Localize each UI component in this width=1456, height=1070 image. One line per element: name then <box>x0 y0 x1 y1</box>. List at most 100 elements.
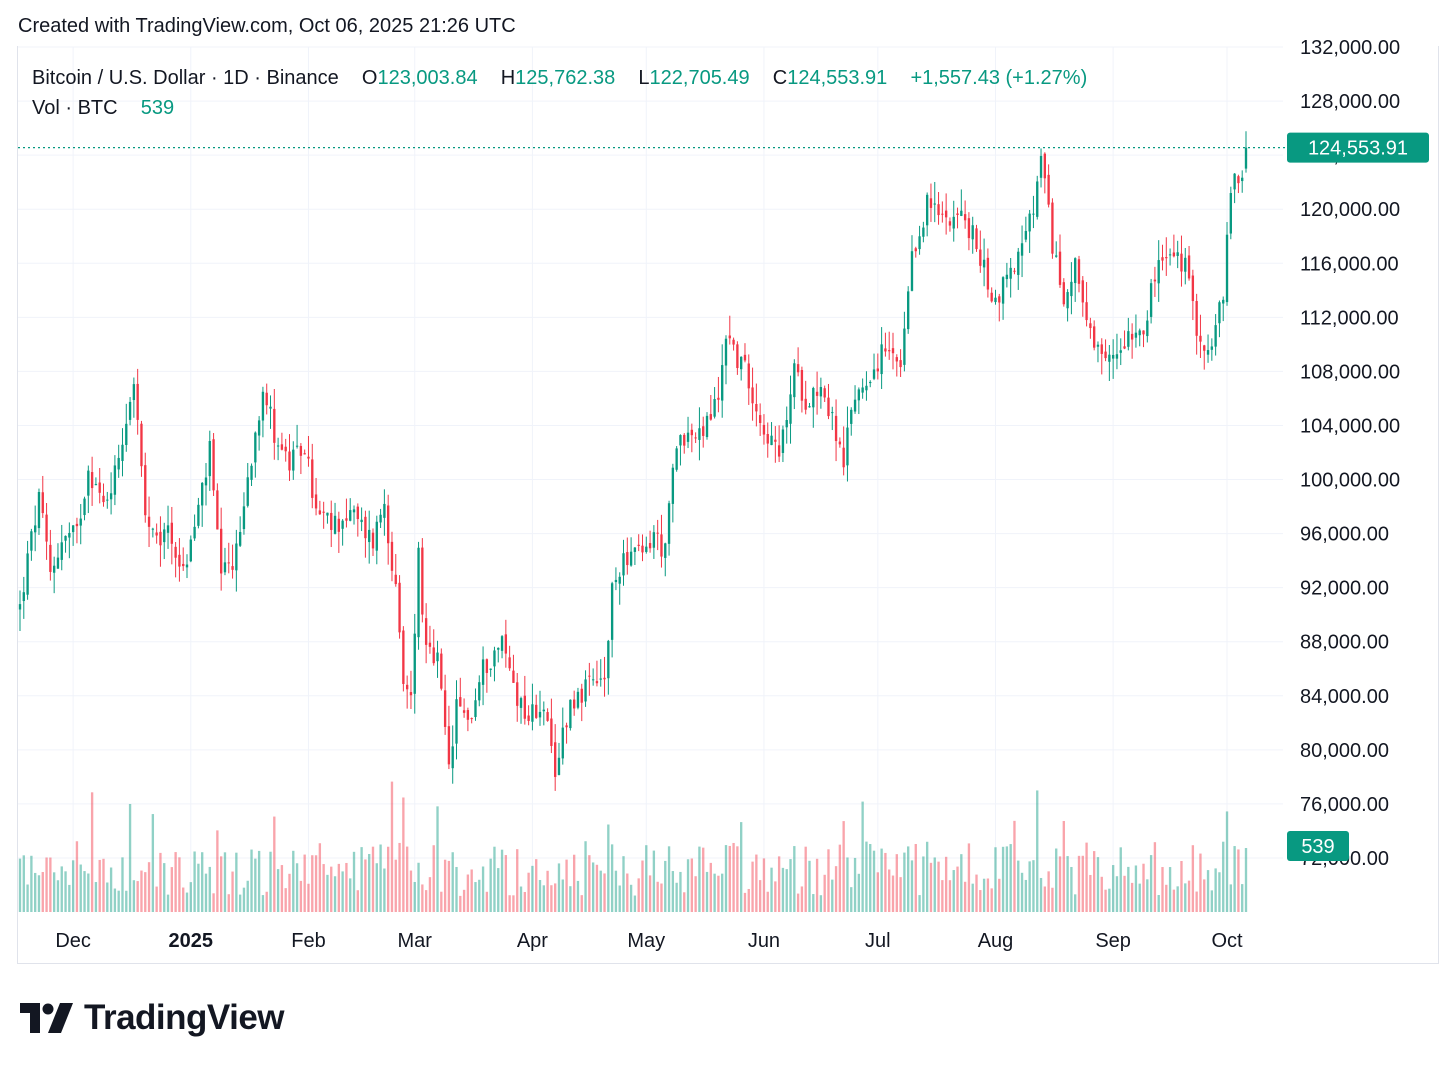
candle-body <box>535 704 538 718</box>
volume-bar <box>865 841 868 912</box>
volume-bar <box>1199 853 1202 912</box>
volume-bar <box>1172 889 1176 912</box>
volume-bar <box>740 822 743 912</box>
candle-body <box>276 445 280 447</box>
volume-bar <box>1089 874 1092 912</box>
candle-body <box>318 510 322 515</box>
candle-body <box>512 670 515 683</box>
price-tick-label: 120,000.00 <box>1300 199 1400 221</box>
time-tick-label: Mar <box>398 930 433 952</box>
volume-bar <box>557 863 561 912</box>
candle-body <box>204 477 208 486</box>
chart-legend: Bitcoin / U.S. Dollar · 1D · Binance O12… <box>32 63 1087 123</box>
volume-bar <box>941 880 944 912</box>
volume-bar <box>1229 884 1232 912</box>
volume-value: 539 <box>140 97 175 119</box>
volume-bar <box>1108 888 1111 912</box>
candle-body <box>872 369 876 379</box>
candle-body <box>436 652 439 662</box>
candle-body <box>793 363 796 398</box>
candle-body <box>360 519 363 523</box>
volume-bar <box>527 872 530 912</box>
candle-body <box>197 504 200 526</box>
volume-bar <box>899 877 902 912</box>
price-axis[interactable]: 72,000.0076,000.0080,000.0084,000.0088,0… <box>1300 37 1400 870</box>
volume-bar <box>929 862 933 912</box>
volume-bar <box>846 857 849 912</box>
candle-body <box>1206 350 1210 355</box>
volume-bar <box>235 852 238 912</box>
candle-body <box>451 746 454 769</box>
candle-body <box>876 368 879 372</box>
volume-bar <box>872 850 876 912</box>
candle-body <box>941 213 944 215</box>
volume-bar <box>838 844 842 912</box>
candle-body <box>106 499 109 501</box>
volume-bar <box>952 870 955 912</box>
volume-bars <box>18 781 1248 912</box>
volume-bar <box>698 846 701 912</box>
candle-body <box>231 566 234 570</box>
volume-bar <box>337 863 341 912</box>
volume-bar <box>284 888 287 912</box>
candle-body <box>565 725 568 728</box>
volume-bar <box>432 845 435 912</box>
volume-bar <box>580 895 583 912</box>
candle-body <box>671 467 675 504</box>
candle-body <box>777 445 781 457</box>
volume-bar <box>933 857 936 912</box>
candle-body <box>728 335 731 339</box>
candle-body <box>645 546 648 552</box>
candle-body <box>235 543 238 571</box>
candle-body <box>1165 257 1168 259</box>
volume-bar <box>963 881 967 912</box>
candle-body <box>1013 270 1016 272</box>
volume-bar <box>79 864 82 912</box>
candle-body <box>337 518 341 532</box>
high-value: 125,762.38 <box>515 67 616 89</box>
candle-body <box>75 523 79 527</box>
candle-body <box>888 350 891 352</box>
candle-body <box>1043 153 1047 179</box>
volume-bar <box>383 868 386 912</box>
candle-body <box>37 491 41 529</box>
time-axis[interactable]: Dec 2025 Feb Mar Apr May Jun Jul Aug Sep Oct <box>55 930 1243 952</box>
volume-bar <box>1206 870 1210 912</box>
candle-body <box>702 426 705 436</box>
candle-body <box>1138 330 1141 336</box>
volume-bar <box>189 882 192 912</box>
candle-body <box>762 424 766 435</box>
candle-body <box>1187 255 1191 279</box>
volume-bar <box>349 878 352 912</box>
volume-bar <box>705 871 709 912</box>
volume-bar <box>535 859 538 912</box>
tradingview-branding[interactable]: TradingView <box>20 998 285 1038</box>
candle-body <box>474 700 477 718</box>
volume-bar <box>774 881 777 912</box>
volume-bar <box>1043 886 1047 912</box>
volume-bar <box>1009 844 1012 912</box>
candle-body <box>519 698 523 708</box>
candle-body <box>554 742 557 777</box>
time-tick-label: 2025 <box>169 930 214 952</box>
candle-body <box>842 447 845 468</box>
candle-body <box>394 574 397 585</box>
candle-body <box>417 547 420 638</box>
candle-body <box>857 389 861 401</box>
volume-bar <box>219 856 223 912</box>
candle-body <box>280 444 284 450</box>
volume-bar <box>155 886 158 912</box>
candle-body <box>891 348 895 354</box>
volume-bar <box>64 871 67 912</box>
candle-body <box>1195 301 1198 336</box>
candle-body <box>796 364 800 373</box>
volume-label: Vol · BTC <box>32 97 118 119</box>
candle-body <box>1222 299 1225 304</box>
volume-bar <box>170 867 173 912</box>
candle-body <box>364 516 367 539</box>
open-value: 123,003.84 <box>377 67 478 89</box>
candle-body <box>132 384 136 401</box>
volume-bar <box>402 797 405 912</box>
volume-bar <box>1218 872 1221 912</box>
